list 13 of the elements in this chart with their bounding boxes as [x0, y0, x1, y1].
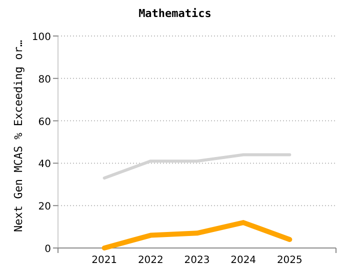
- x-tick-label: 2021: [92, 255, 118, 266]
- chart-title: Mathematics: [138, 7, 212, 20]
- y-tick-label: 40: [38, 159, 51, 170]
- y-tick-label: 100: [32, 32, 51, 43]
- y-tick-label: 60: [38, 116, 51, 128]
- y-axis-title: Next Gen MCAS % Exceeding or…: [12, 40, 25, 232]
- y-tick-label: 20: [38, 202, 51, 213]
- x-tick-label: 2025: [276, 255, 302, 266]
- y-tick-label: 0: [44, 244, 51, 255]
- x-tick-label: 2023: [184, 255, 210, 266]
- x-tick-label: 2022: [138, 255, 164, 266]
- y-tick-label: 80: [38, 74, 51, 86]
- x-tick-label: 2024: [230, 255, 256, 266]
